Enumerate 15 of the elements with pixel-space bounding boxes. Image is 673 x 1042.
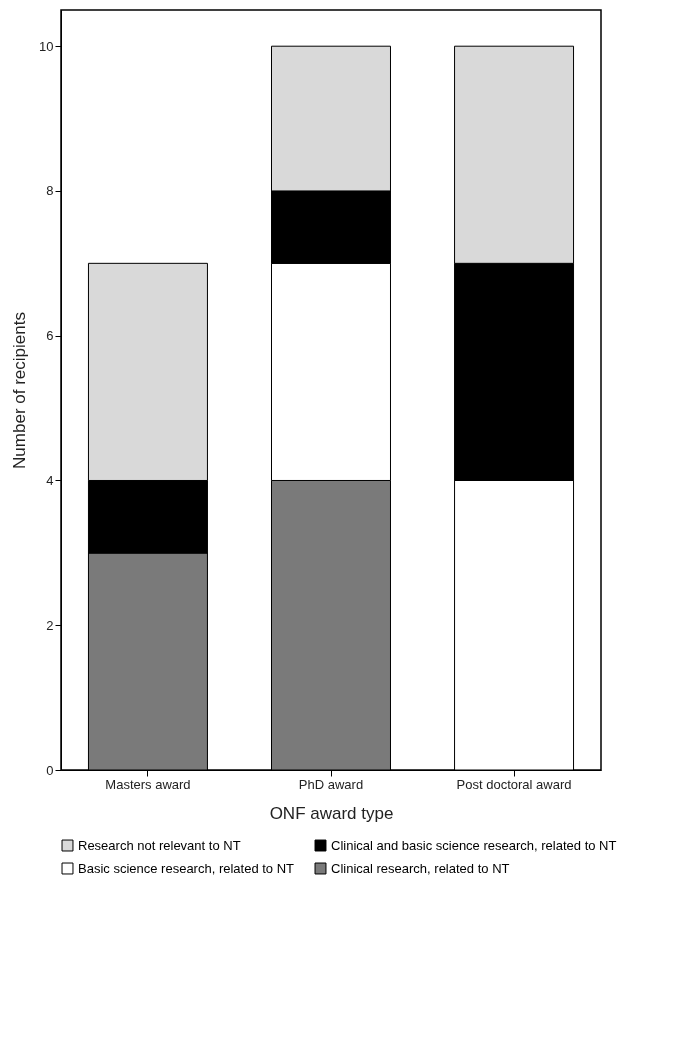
y-tick-label: 2 [46, 617, 54, 633]
legend-label: Clinical and basic science research, related to NT [331, 837, 617, 853]
x-tick-label: Post doctoral award [456, 776, 572, 792]
legend-label: Research not relevant to NT [78, 837, 241, 853]
y-tick-label: 4 [46, 472, 54, 488]
x-tick-label: Masters award [105, 776, 191, 792]
x-tick-label: PhD award [298, 776, 364, 792]
y-tick-label: 8 [46, 183, 54, 199]
y-axis-title: Number of recipients [10, 312, 30, 469]
y-tick-label: 0 [46, 762, 54, 778]
x-axis-title: ONF award type [269, 803, 394, 823]
legend-label: Basic science research, related to NT [78, 860, 295, 876]
y-tick-label: 6 [46, 328, 54, 344]
y-tick-label: 10 [39, 38, 54, 54]
legend-label: Clinical research, related to NT [331, 860, 510, 876]
